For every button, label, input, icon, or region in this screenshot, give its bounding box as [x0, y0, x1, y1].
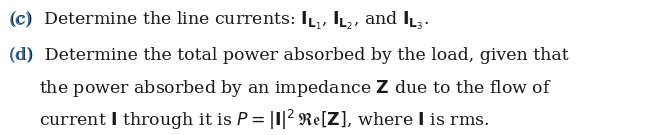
Text: (c): (c)	[9, 12, 32, 29]
Text: (d): (d)	[9, 47, 34, 64]
Text: current $\mathbf{I}$ through it is $P = |\mathbf{I}|^2\, \mathfrak{Re}[\mathbf{Z: current $\mathbf{I}$ through it is $P = …	[39, 108, 490, 132]
Text: (c)  Determine the line currents: $\mathbf{I}_{\mathbf{L}_1}$, $\mathbf{I}_{\mat: (c) Determine the line currents: $\mathb…	[9, 10, 429, 32]
Text: the power absorbed by an impedance $\mathbf{Z}$ due to the flow of: the power absorbed by an impedance $\mat…	[39, 78, 552, 99]
Text: (d)  Determine the total power absorbed by the load, given that: (d) Determine the total power absorbed b…	[9, 47, 568, 64]
